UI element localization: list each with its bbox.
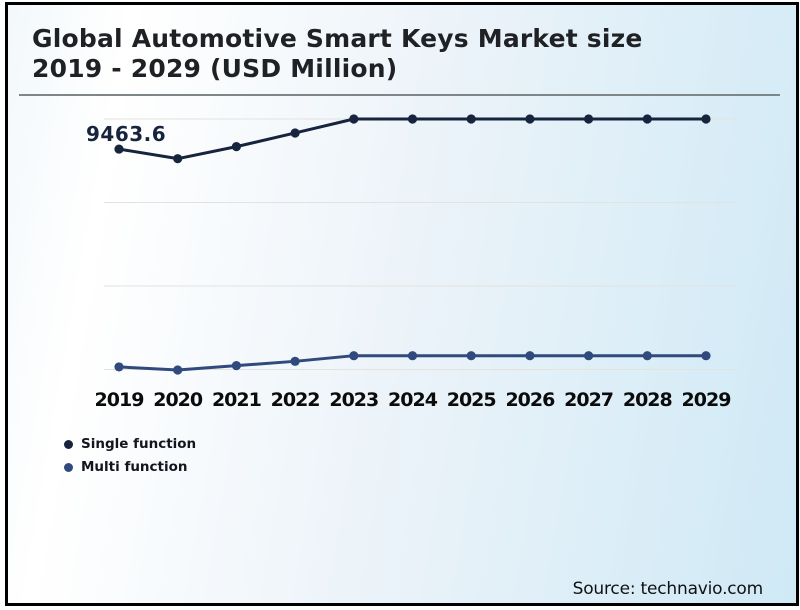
data-point	[231, 142, 241, 152]
x-axis-label: 2026	[505, 389, 555, 411]
data-point	[231, 361, 241, 371]
data-point	[701, 351, 711, 361]
data-point	[584, 114, 594, 124]
x-axis-label: 2024	[388, 389, 438, 411]
data-point	[466, 114, 476, 124]
data-point	[525, 351, 535, 361]
data-point	[642, 351, 652, 361]
data-point	[290, 356, 300, 366]
data-point	[407, 114, 418, 124]
legend-item-single-function: Single function	[64, 436, 196, 452]
legend-item-multi-function: Multi function	[64, 459, 196, 475]
x-axis-label: 2023	[329, 389, 379, 411]
x-axis-label: 2028	[622, 389, 673, 411]
data-point	[114, 362, 124, 372]
data-point	[173, 365, 183, 375]
data-point	[584, 351, 594, 361]
x-axis-label: 2022	[270, 389, 321, 411]
x-axis-label: 2020	[153, 389, 203, 411]
data-point	[642, 114, 652, 124]
source-attribution: Source: technavio.com	[572, 579, 764, 599]
chart-title: Global Automotive Smart Keys Market size…	[32, 24, 742, 84]
data-point	[114, 144, 124, 154]
x-axis-label: 2027	[564, 389, 614, 411]
x-axis-label: 2029	[681, 389, 732, 411]
legend-dot-multi-function-icon	[64, 462, 73, 472]
legend-label-single-function: Single function	[81, 436, 197, 452]
chart-legend: Single function Multi function	[64, 436, 196, 482]
data-point	[407, 351, 418, 361]
x-axis-label: 2021	[211, 389, 262, 411]
data-point	[290, 128, 300, 138]
legend-dot-single-function-icon	[64, 439, 73, 449]
data-point	[466, 351, 476, 361]
data-point	[525, 114, 535, 124]
data-point	[349, 351, 359, 361]
page-frame	[5, 2, 799, 606]
data-point	[349, 114, 359, 124]
data-point	[701, 114, 711, 124]
x-axis-label: 2025	[446, 389, 497, 411]
title-rule	[19, 94, 780, 96]
chart-title-line2: 2019 - 2029 (USD Million)	[32, 54, 398, 83]
first-point-value-label: 9463.6	[86, 122, 167, 146]
data-point	[173, 154, 183, 164]
x-axis-label: 2019	[94, 389, 145, 411]
series-line-single-function	[118, 117, 706, 161]
chart-title-line1: Global Automotive Smart Keys Market size	[32, 24, 643, 53]
legend-label-multi-function: Multi function	[81, 459, 188, 475]
